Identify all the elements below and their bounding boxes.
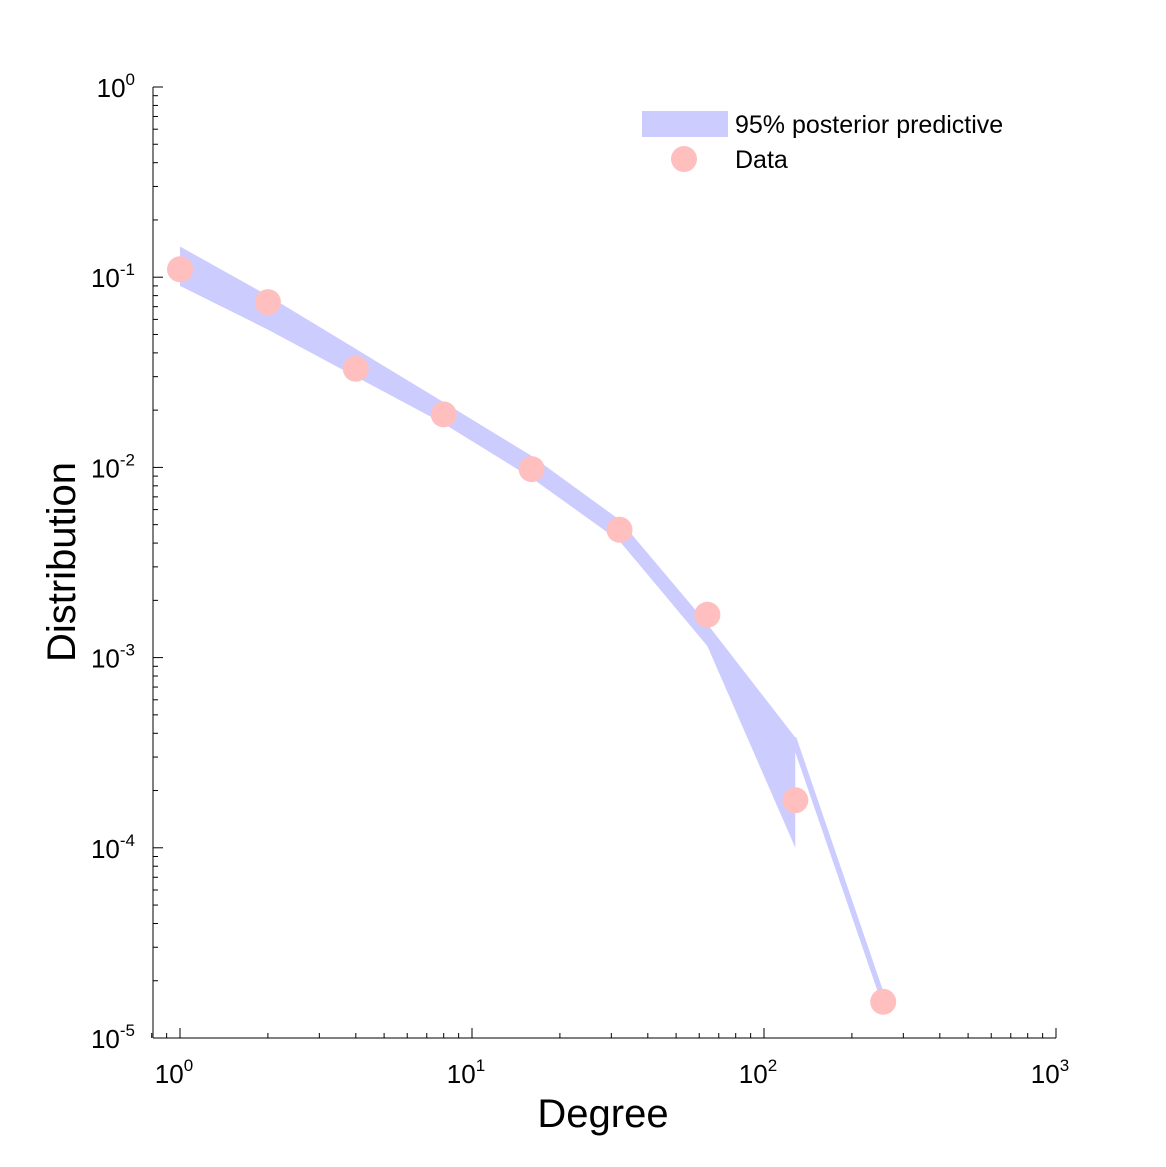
y-tick-label: 10-4	[91, 831, 135, 864]
data-point	[167, 256, 193, 283]
data-point	[518, 456, 545, 483]
posterior-band	[180, 246, 796, 848]
posterior-band-tail	[794, 737, 885, 1005]
legend-data-label: Data	[735, 146, 788, 174]
y-tick-label: 100	[97, 70, 135, 103]
x-tick-label: 103	[1031, 1056, 1069, 1089]
y-tick-label: 10-1	[91, 260, 135, 293]
legend-band-label: 95% posterior predictive	[735, 111, 1003, 139]
x-tick-label: 100	[155, 1056, 193, 1089]
y-tick-label: 10-3	[91, 641, 135, 674]
data-point	[782, 787, 809, 814]
x-tick-label: 102	[739, 1056, 777, 1089]
band-layer	[180, 246, 885, 1005]
x-tick-label: 101	[447, 1056, 485, 1089]
data-point	[430, 401, 457, 428]
x-axis-title: Degree	[537, 1092, 668, 1136]
y-tick-label: 10-5	[91, 1021, 135, 1054]
legend-data-marker	[671, 146, 697, 172]
labels-layer: 100 101 102 103 100 10-1 10-2 10-3 10-4 10-5 Degre…	[40, 70, 1069, 1136]
points-layer	[167, 256, 897, 1015]
legend-band-swatch	[642, 111, 728, 137]
y-tick-label: 10-2	[91, 450, 135, 483]
legend: 95% posterior predictive Data	[642, 111, 1003, 174]
data-point	[870, 988, 897, 1015]
data-point	[606, 516, 633, 543]
data-point	[694, 601, 721, 628]
data-point	[342, 355, 369, 382]
axes-layer	[151, 86, 1057, 1039]
data-point	[254, 289, 281, 316]
y-axis-title: Distribution	[40, 462, 84, 662]
